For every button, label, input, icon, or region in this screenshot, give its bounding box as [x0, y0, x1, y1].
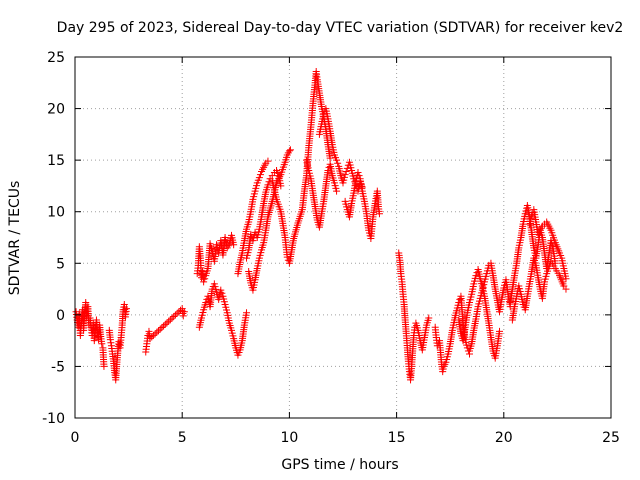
data-point [122, 305, 130, 313]
data-point [264, 181, 272, 189]
series-early-1 [86, 314, 108, 370]
x-tick-label: 5 [178, 430, 187, 446]
data-point [243, 309, 251, 317]
series-evening-c [506, 202, 559, 306]
x-tick-label: 15 [388, 430, 406, 446]
series-late-a [395, 249, 433, 384]
data-point [354, 169, 362, 177]
series-early-3 [142, 305, 188, 356]
data-point [151, 330, 159, 338]
x-tick-label: 0 [71, 430, 80, 446]
series-noon-b [303, 156, 341, 231]
data-point [148, 333, 156, 341]
data-point [256, 171, 264, 179]
data-point [472, 272, 480, 280]
data-point [255, 174, 263, 182]
series-late-b [431, 292, 473, 376]
y-tick-label: -5 [51, 359, 65, 375]
y-tick-label: 25 [47, 50, 65, 66]
data-point [158, 324, 166, 332]
data-point [375, 210, 383, 218]
data-series [72, 67, 570, 384]
data-point [355, 172, 363, 180]
data-point [100, 362, 108, 370]
y-tick-label: 20 [47, 102, 65, 118]
series-evening-d [508, 254, 570, 324]
data-point [201, 275, 209, 283]
series-evening-a [455, 265, 504, 362]
series-noon-c [315, 105, 366, 195]
data-point [285, 147, 293, 155]
data-point [218, 289, 226, 297]
y-axis-label: SDTVAR / TECUs [7, 181, 23, 296]
data-point [160, 322, 168, 330]
data-point [425, 314, 433, 322]
data-point [528, 212, 536, 220]
data-point [153, 328, 161, 336]
data-point [456, 295, 464, 303]
data-point [180, 308, 188, 316]
data-point [149, 331, 157, 339]
series-early-2 [105, 301, 130, 384]
axis-ticks: 0 5 10 15 20 25 -10 -5 0 5 10 15 20 25 [42, 50, 620, 446]
data-point [343, 164, 351, 172]
data-point [106, 336, 114, 344]
data-point [98, 340, 106, 348]
data-point [283, 253, 291, 261]
y-tick-label: 15 [47, 153, 65, 169]
data-point [562, 285, 570, 293]
data-point [326, 154, 334, 162]
data-point [333, 187, 341, 195]
data-point [286, 146, 294, 154]
data-point [146, 335, 154, 343]
data-point [179, 312, 187, 320]
data-point [155, 327, 163, 335]
data-point [341, 171, 349, 179]
data-point [217, 286, 225, 294]
y-tick-label: 5 [56, 256, 65, 272]
series-noon-a [268, 67, 334, 267]
plot-frame [74, 56, 612, 419]
data-point [171, 311, 179, 319]
data-point [165, 317, 173, 325]
data-point [107, 339, 115, 347]
series-morning-e [245, 146, 294, 294]
data-point [200, 278, 208, 286]
data-point [333, 156, 341, 164]
y-tick-label: 0 [56, 308, 65, 324]
data-point [161, 320, 169, 328]
data-point [163, 319, 171, 327]
grid-lines [75, 57, 611, 418]
data-point [168, 314, 176, 322]
x-tick-label: 20 [495, 430, 513, 446]
x-axis-label: GPS time / hours [281, 457, 398, 473]
data-point [277, 182, 285, 190]
data-point [230, 241, 238, 249]
series-evening-e [526, 206, 570, 283]
x-tick-label: 10 [280, 430, 298, 446]
y-tick-label: 10 [47, 205, 65, 221]
x-tick-label: 25 [602, 430, 620, 446]
y-tick-label: -10 [42, 411, 65, 427]
chart-title: Day 295 of 2023, Sidereal Day-to-day VTE… [57, 20, 624, 36]
data-point [156, 325, 164, 333]
series-morning-a [193, 231, 238, 286]
data-point [496, 327, 504, 335]
series-morning-c [234, 157, 272, 278]
series-morning-b [195, 280, 251, 359]
data-point [334, 159, 342, 167]
data-point [324, 166, 332, 174]
data-point [562, 275, 570, 283]
series-afternoon [341, 169, 383, 243]
data-point [166, 316, 174, 324]
series-morning-d [243, 166, 285, 262]
data-point [247, 230, 255, 238]
data-point [170, 313, 178, 321]
data-point [342, 167, 350, 175]
data-point [265, 178, 273, 186]
data-point [264, 157, 272, 165]
